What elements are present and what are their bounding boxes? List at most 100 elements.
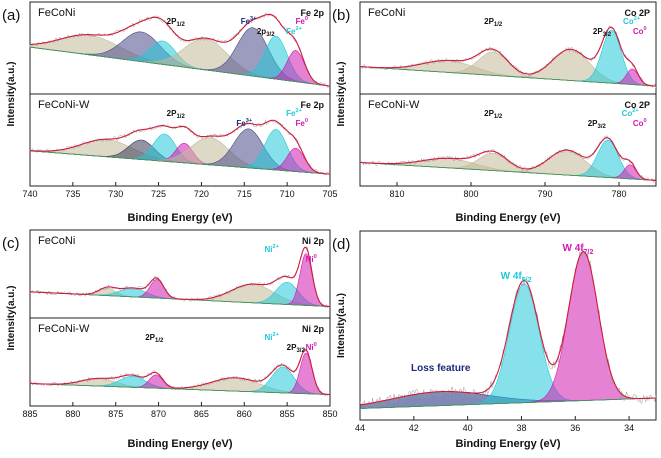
panel-a-sub1-annotation-2: Fe2+: [286, 108, 302, 118]
panel-d-annotation-1: W 4f7/2: [563, 243, 594, 256]
panel-b-sub0-element-label: Co 2P: [624, 8, 650, 18]
panel-b-ylabel: Intensity(a.u.): [336, 61, 347, 126]
panel-b-tick-label-2: 790: [537, 189, 552, 199]
panel-a-ylabel: Intensity(a.u.): [6, 61, 17, 126]
panel-c-tick-label-7: 850: [322, 409, 337, 419]
panel-b-xlabel: Binding Energy (eV): [455, 212, 560, 224]
panel-a-sub0-sample-label: FeCoNi: [38, 7, 75, 19]
panel-c-sub1-peak-4: [30, 366, 330, 395]
panel-d-frame: [359, 230, 657, 421]
panel-a-sub1-annotation-1: Fe3+: [236, 118, 252, 128]
panel-b-sub1-annotation-2: Co2+: [622, 108, 640, 118]
panel-d-tick-label-0: 44: [355, 423, 365, 433]
panel-d-raw-data: [359, 249, 657, 410]
panel-c-sub0-element-label: Ni 2p: [302, 236, 325, 246]
panel-b-tick-label-0: 810: [389, 189, 404, 199]
panel-a-sub1-sample-label: FeCoNi-W: [38, 99, 90, 111]
panel-b-tick-label-1: 800: [463, 189, 478, 199]
panel-c-tick-label-0: 885: [22, 409, 37, 419]
panel-a-tick-label-5: 715: [237, 189, 252, 199]
panel-c-label: (c): [2, 235, 20, 252]
panel-b-tick-label-3: 780: [611, 189, 626, 199]
panel-a-sub1-annotation-0: 2P1/2: [167, 109, 186, 120]
panel-d-annotation-0: W 4f5/2: [501, 271, 532, 284]
panel-a-sub0-annotation-4: Fe0: [295, 16, 307, 26]
panel-a-sub1-baseline: [29, 150, 331, 175]
panel-b-sub1-annotation-1: 2P3/2: [588, 119, 607, 130]
panel-c-sub1-sample-label: FeCoNi-W: [38, 323, 90, 335]
panel-b-sub1-raw-data: [359, 134, 657, 184]
panel-b-sub0-baseline: [359, 66, 657, 87]
panel-a-sub0-annotation-3: Fe2+: [286, 26, 302, 36]
panel-c-sub1-envelope: [30, 349, 331, 396]
panel-a-tick-label-0: 740: [22, 189, 37, 199]
panel-b-sub0-annotation-0: 2P1/2: [484, 17, 503, 28]
panel-d: W 4f5/2 W 4f7/2 Loss feature (d) 44 42 40 38 36 3…: [332, 230, 657, 450]
panel-d-envelope: [359, 251, 656, 406]
panel-b-sub0-annotation-3: Co0: [633, 26, 647, 36]
panel-b-sub1-envelope: [360, 137, 656, 181]
panel-a-sub0-envelope: [29, 13, 331, 87]
panel-a-sub0-annotation-0: 2P1/2: [167, 17, 186, 28]
panel-b-sub1-baseline: [359, 162, 656, 181]
panel-d-label: (d): [332, 236, 350, 253]
panel-c-sub0-sample-label: FeCoNi: [38, 235, 75, 247]
panel-d-tick-label-5: 34: [624, 423, 634, 433]
panel-c-sub1-baseline: [30, 383, 330, 395]
panel-b-sub1-annotation-0: 2P1/2: [484, 109, 503, 120]
panel-a-sub0-annotation-1: 2p3/2: [257, 27, 275, 38]
panel-b-sub1-annotation-3: Co0: [633, 118, 647, 128]
panel-c-tick-label-5: 860: [237, 409, 252, 419]
panel-d-tick-label-1: 42: [409, 423, 419, 433]
panel-c-sub0-annotation-0: Ni2+: [265, 244, 280, 254]
panel-d-baseline: [360, 397, 656, 409]
panel-b-sub1-sample-label: FeCoNi-W: [368, 99, 420, 111]
panel-c-sub0-envelope: [29, 246, 330, 308]
panel-c-sub1-element-label: Ni 2p: [302, 324, 325, 334]
panel-d-annotation-2: Loss feature: [411, 363, 471, 374]
panel-c-sub0-raw-data: [29, 246, 331, 309]
panel-c-sub1-annotation-3: Ni0: [306, 342, 317, 352]
panel-a-sub0-element-label: Fe 2p: [300, 8, 324, 18]
panel-c-tick-label-6: 855: [280, 409, 295, 419]
panel-a-label: (a): [2, 7, 20, 24]
panel-d-tick-label-4: 36: [570, 423, 580, 433]
panel-a-sub0-baseline: [29, 46, 331, 87]
panel-a-tick-label-3: 725: [151, 189, 166, 199]
panel-c-sub1-annotation-2: Ni2+: [265, 332, 280, 342]
panel-c-tick-label-2: 875: [108, 409, 123, 419]
panel-c-tick-label-3: 870: [151, 409, 166, 419]
panel-b-sub1-element-label: Co 2P: [624, 100, 650, 110]
panel-a-tick-label-6: 710: [280, 189, 295, 199]
panel-b-label: (b): [332, 7, 350, 24]
panel-c-tick-label-4: 865: [194, 409, 209, 419]
panel-d-tick-label-2: 40: [463, 423, 473, 433]
panel-a-sub1-element-label: Fe 2p: [300, 100, 324, 110]
panel-b-sub0-envelope: [360, 26, 657, 87]
panel-c-tick-label-1: 880: [65, 409, 80, 419]
panel-a-sub1-envelope: [29, 119, 331, 175]
panel-b-sub0-annotation-1: 2P3/2: [593, 27, 612, 38]
panel-d-xlabel: Binding Energy (eV): [455, 438, 560, 450]
panel-b-sub0-sample-label: FeCoNi: [368, 7, 405, 19]
panel-a-tick-label-1: 735: [65, 189, 80, 199]
panel-a-tick-label-2: 730: [108, 189, 123, 199]
panel-b-sub0-peak-3: [359, 29, 657, 87]
panel-b-sub0-annotation-2: Co2+: [623, 16, 641, 26]
panel-a-sub0-annotation-2: Fe3+: [241, 16, 257, 26]
panel-c-sub0-annotation-1: Ni0: [306, 254, 317, 264]
panel-c: FeCoNi Ni 2p Ni2+ Ni0 FeCoNi-W Ni 2p 2P1/2 2P3/…: [2, 229, 338, 450]
panel-c-ylabel: Intensity(a.u.): [6, 285, 17, 350]
panel-d-ylabel: Intensity(a.u.): [336, 293, 347, 358]
panel-c-sub1-annotation-1: 2P3/2: [287, 343, 306, 354]
panel-c-xlabel: Binding Energy (eV): [127, 438, 232, 450]
panel-a: FeCoNi Fe 2p2P1/22p3/2Fe3+Fe2+Fe0FeCoNi-W…: [2, 1, 338, 224]
panel-a-sub1-annotation-3: Fe0: [295, 118, 307, 128]
panel-c-sub1-annotation-0: 2P1/2: [145, 333, 164, 344]
panel-a-tick-label-7: 705: [322, 189, 337, 199]
panel-d-tick-label-3: 38: [516, 423, 526, 433]
panel-a-tick-label-4: 720: [194, 189, 209, 199]
panel-a-xlabel: Binding Energy (eV): [127, 212, 232, 224]
